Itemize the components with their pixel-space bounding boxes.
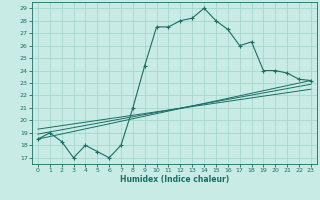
X-axis label: Humidex (Indice chaleur): Humidex (Indice chaleur) [120, 175, 229, 184]
